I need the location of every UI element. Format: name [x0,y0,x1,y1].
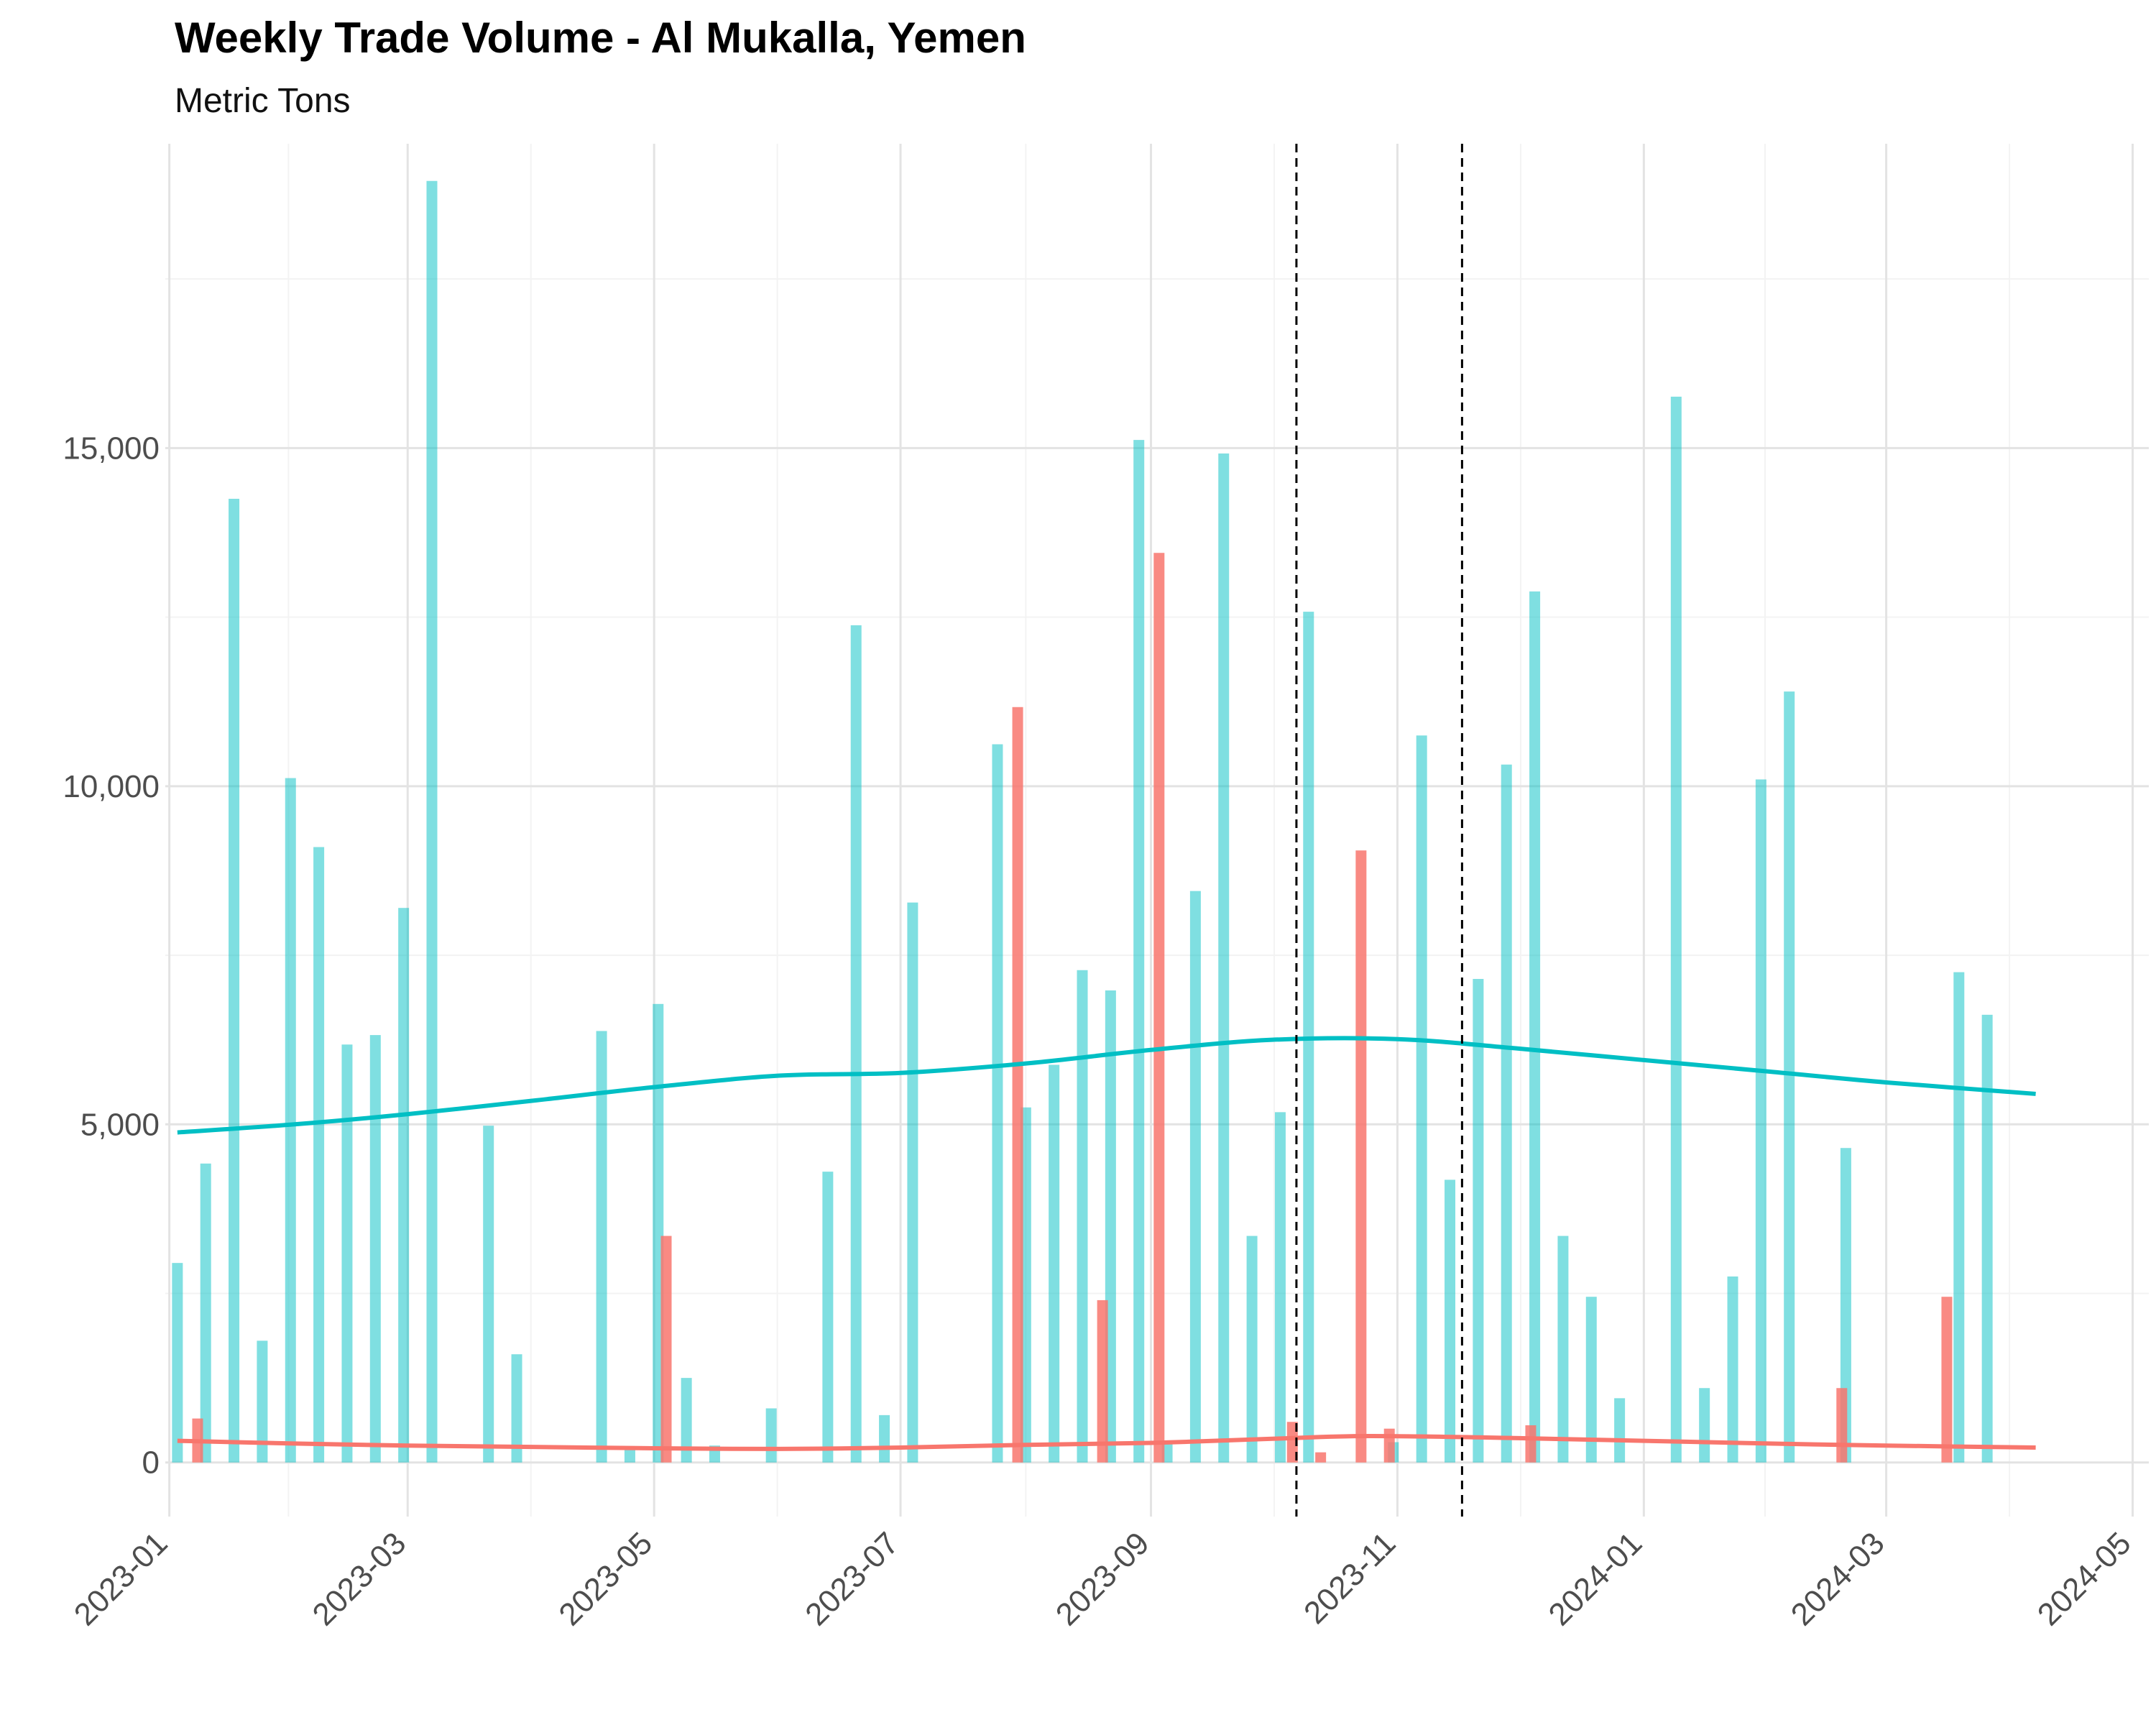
bar-series-1 [879,1414,890,1463]
bar-series-1 [229,498,240,1463]
bar-series-1 [624,1448,635,1463]
reference-lines [1295,144,1463,1517]
bar-series-1 [285,778,296,1463]
bar-series-1 [1189,891,1201,1463]
x-tick-label: 2023-07 [798,1525,906,1632]
bar-series-2 [1097,1300,1108,1463]
bar-series-2 [1012,707,1023,1463]
y-tick-label: 15,000 [63,431,160,466]
bar-series-1 [1755,779,1766,1463]
x-tick-label: 2024-01 [1542,1525,1649,1632]
bar-series-1 [1416,735,1427,1463]
bar-series-1 [313,847,325,1463]
bar-series-1 [1133,440,1145,1463]
y-tick-label: 0 [142,1445,160,1481]
bar-series-1 [850,625,862,1463]
bar-series-1 [1699,1388,1710,1463]
x-tick-label: 2023-09 [1049,1525,1156,1632]
bar-series-2 [1315,1452,1327,1463]
bar-series-2 [1836,1388,1848,1463]
bar-series-1 [1784,691,1795,1463]
chart-title: Weekly Trade Volume - Al Mukalla, Yemen [175,14,1026,62]
bar-series-1 [1473,978,1484,1463]
trend-lines [177,1036,2036,1451]
bar-series-1 [822,1172,834,1463]
bar-series-1 [257,1340,268,1463]
bar-series-1 [1246,1236,1258,1463]
bar-series-1 [596,1031,607,1463]
bar-series-1 [1585,1297,1597,1463]
bar-series-1 [1840,1148,1851,1463]
x-axis-tick-labels: 2023-01 2023-03 2023-05 2023-07 2023-09 2023-… [68,1525,2138,1632]
x-tick-label: 2023-05 [552,1525,659,1632]
bar-series-1 [426,180,438,1463]
bar-series-1 [1077,970,1088,1463]
y-tick-label: 10,000 [63,769,160,804]
bar-series-2 [1383,1428,1395,1463]
bar-series-1 [765,1408,777,1463]
bar-series-1 [200,1163,211,1463]
x-tick-label: 2024-05 [2031,1525,2138,1632]
bar-series-1 [483,1126,494,1463]
bar-series-1 [511,1354,522,1463]
bar-series-2 [660,1236,672,1463]
bar-series-2 [1525,1425,1537,1463]
bar-series-2 [1286,1422,1298,1463]
bar-series-1 [1981,1014,1993,1463]
trend-line-series-1 [177,1036,2036,1135]
bar-series-1 [1274,1112,1286,1463]
bars [172,180,1993,1463]
bar-series-1 [1529,591,1541,1463]
bar-series-2 [1941,1297,1953,1463]
bar-series-1 [1727,1276,1738,1463]
bar-series-1 [172,1263,183,1463]
y-tick-label: 5,000 [80,1107,160,1142]
trend-line-series-2 [177,1434,2036,1451]
bar-series-1 [907,902,918,1463]
bar-series-1 [369,1035,381,1463]
bar-series-1 [1049,1064,1060,1463]
bar-series-1 [1501,764,1512,1463]
bar-series-1 [1614,1398,1626,1463]
x-tick-label: 2023-11 [1297,1525,1403,1631]
bar-series-1 [1445,1179,1456,1463]
chart-subtitle: Metric Tons [175,82,351,120]
bar-series-2 [1355,850,1367,1463]
bar-series-1 [1557,1236,1569,1463]
bar-series-1 [1218,453,1230,1463]
bar-series-1 [1670,396,1682,1463]
x-tick-label: 2024-03 [1784,1525,1892,1632]
y-axis-tick-labels: 0 5,000 10,000 15,000 [63,431,160,1480]
bar-series-1 [992,744,1003,1463]
bar-series-1 [398,908,410,1463]
x-tick-label: 2023-03 [306,1525,413,1632]
x-tick-label: 2023-01 [68,1525,175,1632]
bar-series-2 [1153,553,1165,1463]
bar-series-1 [1953,972,1965,1463]
bar-series-1 [341,1044,353,1463]
bar-series-1 [681,1378,692,1463]
